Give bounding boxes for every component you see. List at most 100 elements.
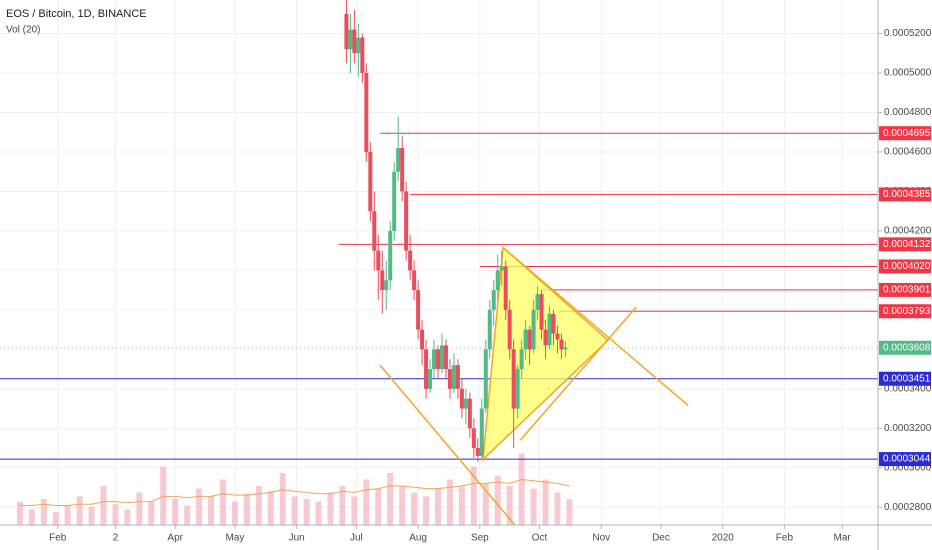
volume-bar bbox=[243, 493, 250, 525]
candle-body bbox=[447, 369, 452, 389]
candle-body bbox=[483, 349, 488, 409]
candle-body bbox=[396, 148, 401, 172]
candle-body bbox=[491, 290, 496, 310]
candle-body bbox=[527, 329, 532, 350]
volume-bar bbox=[339, 486, 346, 525]
volume-bar bbox=[100, 486, 107, 525]
grid bbox=[0, 0, 878, 525]
candle-body bbox=[479, 408, 484, 456]
volume-bar bbox=[219, 479, 226, 525]
volume-bar bbox=[184, 505, 191, 525]
candle-body bbox=[424, 349, 429, 389]
volume-bar bbox=[52, 512, 59, 525]
candle-body bbox=[559, 339, 564, 350]
level-box bbox=[879, 282, 931, 297]
volume-bar bbox=[530, 488, 537, 525]
volume-bar bbox=[16, 501, 23, 525]
level-box bbox=[879, 187, 931, 202]
candle-body bbox=[380, 270, 385, 291]
x-tick-label: 2 bbox=[113, 533, 119, 544]
volume-bar bbox=[64, 505, 71, 525]
candle-body bbox=[451, 365, 456, 389]
level-label: 0.0003793 bbox=[883, 306, 931, 317]
x-tick-label: 2020 bbox=[712, 533, 735, 544]
candle-body bbox=[463, 398, 468, 409]
candles bbox=[344, 0, 568, 462]
last-price-label: 0.0003608 bbox=[883, 342, 931, 353]
candle-body bbox=[563, 347, 568, 350]
x-tick-label: Jul bbox=[350, 533, 363, 544]
x-tick-label: Nov bbox=[592, 533, 610, 544]
volume-bar bbox=[482, 483, 489, 525]
candle-body bbox=[348, 29, 353, 50]
candle-body bbox=[523, 329, 528, 350]
candle-body bbox=[519, 349, 524, 370]
y-tick-label: 0.0004800 bbox=[884, 107, 932, 118]
candle-body bbox=[364, 73, 369, 152]
x-tick-label: Sep bbox=[471, 533, 489, 544]
trend-line bbox=[379, 364, 516, 526]
volume-bar bbox=[387, 473, 394, 525]
candle-body bbox=[475, 448, 480, 456]
candle-body bbox=[344, 13, 349, 50]
y-tick-label: 0.0004600 bbox=[884, 147, 932, 158]
volume-bar bbox=[88, 506, 95, 525]
axes: 0.00028000.00030000.00032000.00034000.00… bbox=[49, 28, 932, 543]
volume-bar bbox=[411, 492, 418, 525]
last-price-box bbox=[879, 340, 931, 355]
volume-bar bbox=[542, 479, 549, 525]
candle-body bbox=[360, 37, 365, 74]
level-label: 0.0003901 bbox=[883, 285, 931, 296]
candle-body bbox=[511, 349, 516, 409]
level-label: 0.0003044 bbox=[883, 454, 931, 465]
volume-bar bbox=[172, 499, 179, 525]
level-box bbox=[879, 304, 931, 319]
candle-body bbox=[388, 230, 393, 281]
y-tick-label: 0.0003200 bbox=[884, 423, 932, 434]
candle-body bbox=[408, 250, 413, 271]
candle-body bbox=[555, 333, 560, 340]
candle-body bbox=[439, 345, 444, 370]
level-label: 0.0004385 bbox=[883, 189, 931, 200]
level-label: 0.0004695 bbox=[883, 128, 931, 139]
volume-bar bbox=[351, 496, 358, 525]
level-label: 0.0004132 bbox=[883, 239, 931, 250]
volume-bar bbox=[196, 488, 203, 525]
volume-bar bbox=[76, 496, 83, 525]
candle-body bbox=[356, 37, 361, 54]
volume-bar bbox=[231, 501, 238, 525]
volume-bar bbox=[399, 486, 406, 525]
volume-bar bbox=[446, 479, 453, 525]
x-tick-label: Mar bbox=[834, 533, 852, 544]
candle-body bbox=[543, 329, 548, 346]
candle-body bbox=[487, 309, 492, 350]
volume-bar bbox=[435, 488, 442, 525]
volume-bar bbox=[208, 496, 215, 525]
volume-bar bbox=[566, 499, 573, 525]
x-tick-label: Aug bbox=[409, 533, 427, 544]
candle-body bbox=[531, 309, 536, 350]
candle-body bbox=[455, 365, 460, 389]
candle-body bbox=[499, 266, 504, 271]
candle-body bbox=[503, 266, 508, 310]
candle-body bbox=[539, 294, 544, 330]
x-tick-label: Feb bbox=[776, 533, 794, 544]
trend-line bbox=[502, 246, 689, 406]
y-tick-label: 0.0005200 bbox=[884, 28, 932, 39]
volume-bar bbox=[148, 501, 155, 525]
x-tick-label: Feb bbox=[49, 533, 67, 544]
level-box bbox=[879, 259, 931, 274]
volume-bar bbox=[255, 486, 262, 525]
candle-body bbox=[495, 270, 500, 291]
volume-bar bbox=[554, 492, 561, 525]
volume-bar bbox=[267, 491, 274, 525]
volume-bar bbox=[291, 496, 298, 525]
candle-body bbox=[436, 349, 441, 370]
candle-body bbox=[392, 171, 397, 231]
chart-title: EOS / Bitcoin, 1D, BINANCE bbox=[6, 8, 147, 20]
volume-pane bbox=[16, 453, 573, 525]
volume-bar bbox=[506, 486, 513, 525]
volume-bar bbox=[40, 499, 47, 525]
y-tick-label: 0.0002800 bbox=[884, 502, 932, 513]
